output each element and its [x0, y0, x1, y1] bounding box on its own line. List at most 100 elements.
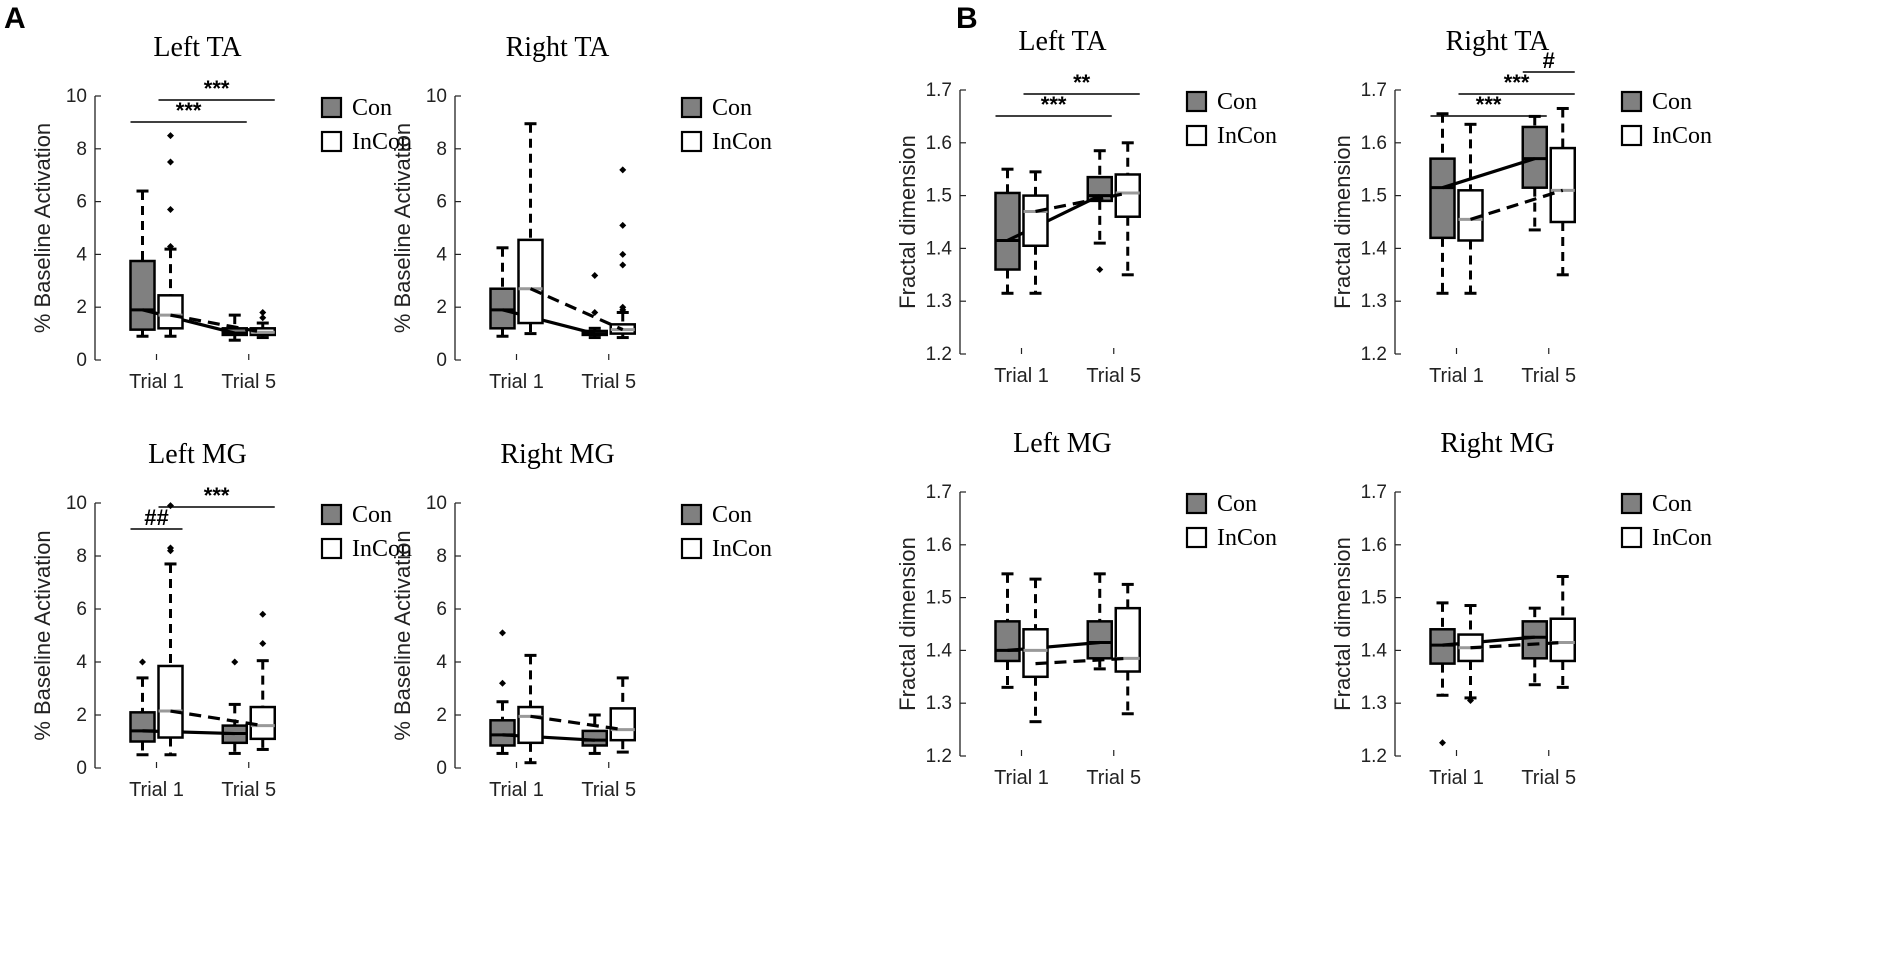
- y-tick-label: 10: [66, 493, 87, 514]
- y-tick-label: 4: [436, 652, 447, 673]
- x-tick-label: Trial 5: [1086, 365, 1141, 387]
- box-incon: [157, 664, 184, 739]
- outlier-point: [1467, 697, 1474, 705]
- x-tick-label: Trial 1: [994, 767, 1049, 789]
- y-tick-label: 1.2: [1361, 344, 1387, 365]
- y-axis-label: Fractal dimension: [1330, 537, 1355, 711]
- trend-line-con: [502, 308, 596, 336]
- chart-7: Left MG 1.2 1.3 1.4 1.5 1.6 1.7 Fractal dimensi…: [895, 428, 1277, 789]
- legend-swatch-incon: [1185, 526, 1208, 549]
- outlier-point: [619, 303, 627, 311]
- box-incon: [1549, 146, 1576, 224]
- trend-line-incon: [1035, 656, 1128, 666]
- outlier-point: [1096, 266, 1104, 274]
- panel-label-a: A: [4, 2, 26, 35]
- y-tick-label: 1.4: [1361, 640, 1388, 661]
- box-incon: [1114, 606, 1141, 673]
- y-tick-label: 1.6: [926, 535, 952, 556]
- chart-title: Left TA: [153, 32, 242, 63]
- legend-swatch-con: [1185, 492, 1208, 515]
- legend-swatch-incon: [1185, 124, 1208, 147]
- legend-label-con: Con: [1652, 89, 1692, 115]
- outlier-point: [139, 658, 146, 666]
- legend-swatch-incon: [1620, 526, 1643, 549]
- chart-title: Left MG: [1013, 428, 1112, 459]
- y-tick-label: 1.6: [1361, 133, 1387, 154]
- y-tick-label: 6: [76, 599, 87, 620]
- box-con: [1429, 157, 1456, 240]
- trend-line-incon: [530, 714, 623, 732]
- trend-line-incon: [529, 287, 624, 332]
- significance-label: ##: [144, 505, 168, 530]
- box-con: [1086, 620, 1113, 660]
- x-tick-label: Trial 5: [581, 779, 636, 801]
- legend-label-con: Con: [1652, 491, 1692, 517]
- y-tick-label: 4: [436, 244, 447, 265]
- legend-label-incon: InCon: [1217, 123, 1277, 149]
- outlier-point: [619, 261, 627, 269]
- trend-line-con: [1006, 194, 1101, 242]
- legend-label-incon: InCon: [1652, 123, 1712, 149]
- box-incon: [1022, 628, 1049, 679]
- chart-title: Right TA: [1446, 26, 1551, 57]
- y-tick-label: 0: [76, 350, 87, 371]
- y-tick-label: 1.5: [1361, 186, 1387, 207]
- y-tick-label: 0: [76, 758, 87, 779]
- legend-label-incon: InCon: [1652, 525, 1712, 551]
- y-tick-label: 1.2: [1361, 746, 1387, 767]
- y-tick-label: 1.7: [926, 80, 952, 101]
- chart-title: Left MG: [148, 439, 247, 470]
- y-axis-label: Fractal dimension: [1330, 135, 1355, 309]
- outlier-point: [619, 221, 627, 229]
- legend-label-con: Con: [352, 95, 392, 121]
- y-tick-label: 0: [436, 350, 447, 371]
- outlier-point: [167, 242, 174, 250]
- y-tick-label: 2: [436, 297, 447, 318]
- y-tick-label: 8: [76, 546, 87, 567]
- y-tick-label: 1.5: [926, 186, 952, 207]
- significance-label: ***: [204, 483, 230, 508]
- y-axis-label: % Baseline Activation: [30, 123, 55, 333]
- outlier-point: [259, 610, 267, 618]
- y-tick-label: 1.4: [926, 238, 953, 259]
- trend-line-con: [1442, 157, 1536, 190]
- outlier-point: [259, 639, 267, 647]
- x-tick-label: Trial 1: [129, 779, 184, 801]
- x-tick-label: Trial 1: [129, 371, 184, 393]
- y-tick-label: 1.3: [1361, 291, 1387, 312]
- x-tick-label: Trial 1: [489, 779, 544, 801]
- legend-label-con: Con: [1217, 491, 1257, 517]
- significance-label: ***: [1476, 92, 1502, 117]
- y-tick-label: 2: [76, 705, 87, 726]
- y-tick-label: 6: [436, 599, 447, 620]
- box-incon: [609, 707, 636, 742]
- y-tick-label: 1.3: [926, 291, 952, 312]
- trend-line-incon: [170, 709, 263, 728]
- significance-label: ***: [1504, 70, 1530, 95]
- trend-line-incon: [1035, 191, 1129, 214]
- y-axis-label: % Baseline Activation: [390, 530, 415, 740]
- trend-line-incon: [1470, 640, 1563, 650]
- outlier-point: [499, 629, 506, 637]
- legend-swatch-con: [1185, 90, 1208, 113]
- y-tick-label: 0: [436, 758, 447, 779]
- y-tick-label: 1.7: [1361, 80, 1387, 101]
- x-tick-label: Trial 5: [221, 779, 276, 801]
- box-incon: [1022, 194, 1049, 248]
- y-tick-label: 1.2: [926, 746, 952, 767]
- outlier-point: [167, 158, 174, 166]
- significance-label: #: [1543, 48, 1555, 73]
- x-tick-label: Trial 5: [1521, 767, 1576, 789]
- legend-swatch-incon: [320, 130, 343, 153]
- panel-label-b: B: [956, 2, 978, 35]
- significance-label: ***: [1041, 92, 1067, 117]
- y-tick-label: 1.7: [1361, 482, 1387, 503]
- y-tick-label: 8: [436, 546, 447, 567]
- outlier-point: [167, 206, 174, 214]
- chart-4: Right MG 0 2 4 6 8 10 % Baseline Activation Tria…: [390, 439, 772, 801]
- significance-label: **: [1073, 70, 1091, 95]
- y-tick-label: 1.3: [1361, 693, 1387, 714]
- box-con: [994, 620, 1021, 663]
